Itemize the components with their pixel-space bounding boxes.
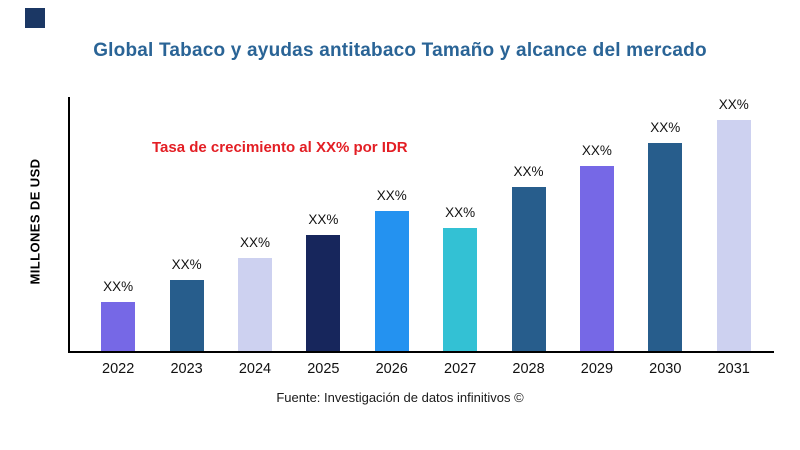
bar-group-2022: XX% 2022 — [86, 97, 150, 377]
bar-group-2023: XX% 2023 — [155, 97, 219, 377]
bar-chart: Tasa de crecimiento al XX% por IDR XX% 20… — [68, 97, 774, 377]
bar-group-2029: XX% 2029 — [565, 97, 629, 377]
bar-group-2024: XX% 2024 — [223, 97, 287, 377]
bar-value-label-2028: XX% — [513, 164, 544, 179]
brand-logo — [25, 8, 45, 28]
bar-group-2025: XX% 2025 — [291, 97, 355, 377]
x-tick-2024: 2024 — [238, 361, 272, 377]
bar-value-label-2027: XX% — [445, 205, 476, 220]
bar-value-label-2024: XX% — [239, 235, 270, 250]
x-tick-2026: 2026 — [375, 361, 408, 377]
x-tick-2025: 2025 — [307, 361, 340, 377]
bar-value-label-2026: XX% — [376, 188, 407, 203]
chart-title: Global Tabaco y ayudas antitabaco Tamaño… — [93, 40, 707, 61]
x-tick-2029: 2029 — [580, 361, 614, 377]
bar-value-label-2022: XX% — [103, 279, 134, 294]
bar-group-2026: XX% 2026 — [360, 97, 424, 377]
bar-value-label-2025: XX% — [308, 212, 339, 227]
bar-2030 — [648, 143, 683, 351]
x-tick-2028: 2028 — [512, 361, 545, 377]
bar-value-label-2030: XX% — [650, 120, 681, 135]
bar-group-2030: XX% 2030 — [633, 97, 697, 377]
bar-2022 — [101, 302, 136, 351]
bar-2026 — [374, 211, 409, 351]
bars-container: XX% 2022 XX% 2023 XX% 2024 XX% 2025 XX% 2026 XX% 20… — [70, 97, 774, 377]
bar-2024 — [237, 258, 272, 351]
bar-2025 — [306, 235, 341, 351]
bar-group-2031: XX% 2031 — [702, 97, 766, 377]
bar-2023 — [169, 280, 204, 351]
bar-group-2028: XX% 2028 — [497, 97, 561, 377]
bar-2031 — [716, 120, 751, 351]
bar-2027 — [443, 228, 478, 351]
x-tick-2023: 2023 — [170, 361, 203, 377]
bar-value-label-2029: XX% — [581, 143, 612, 158]
x-tick-2027: 2027 — [444, 361, 477, 377]
bar-2028 — [511, 187, 546, 351]
y-axis-label: MILLONES DE USD — [27, 158, 43, 285]
growth-rate-annotation: Tasa de crecimiento al XX% por IDR — [152, 139, 408, 156]
bar-value-label-2031: XX% — [718, 97, 749, 112]
bar-group-2027: XX% 2027 — [428, 97, 492, 377]
x-tick-2031: 2031 — [717, 361, 750, 377]
x-tick-2022: 2022 — [102, 361, 135, 377]
x-tick-2030: 2030 — [649, 361, 682, 377]
bar-2029 — [579, 166, 614, 351]
bar-value-label-2023: XX% — [171, 257, 202, 272]
source-caption: Fuente: Investigación de datos infinitiv… — [276, 390, 524, 405]
